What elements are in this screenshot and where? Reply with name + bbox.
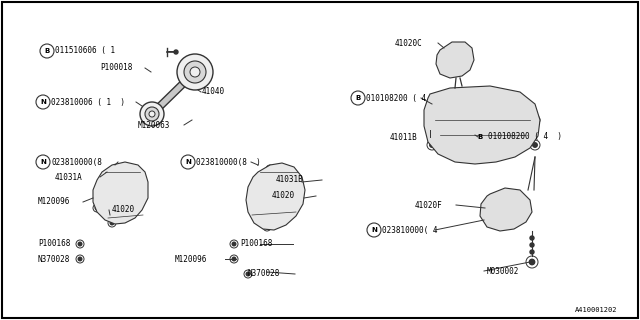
Circle shape [429, 108, 435, 112]
Text: 023810000( 4: 023810000( 4 [382, 226, 438, 235]
Text: 010108200 ( 4  ): 010108200 ( 4 ) [488, 132, 562, 141]
Circle shape [232, 257, 236, 261]
Text: P100168: P100168 [38, 239, 70, 249]
Circle shape [113, 168, 117, 172]
Text: 41020: 41020 [112, 205, 135, 214]
Circle shape [174, 50, 178, 54]
Text: 41011B: 41011B [390, 132, 418, 141]
Circle shape [517, 196, 521, 200]
Text: M120063: M120063 [138, 121, 170, 130]
Circle shape [446, 50, 450, 54]
Circle shape [110, 221, 114, 225]
Circle shape [504, 206, 508, 210]
Circle shape [232, 242, 236, 246]
Circle shape [78, 242, 82, 246]
Text: M120096: M120096 [175, 254, 207, 263]
Circle shape [530, 250, 534, 254]
Circle shape [283, 167, 287, 171]
Text: B: B [355, 95, 360, 101]
Circle shape [184, 61, 206, 83]
Text: N: N [185, 159, 191, 165]
Circle shape [532, 118, 537, 122]
Circle shape [529, 259, 534, 265]
Text: 023810006 ( 1  ): 023810006 ( 1 ) [51, 98, 125, 107]
Text: N: N [40, 159, 46, 165]
Text: 41031A: 41031A [55, 172, 83, 181]
Circle shape [190, 67, 200, 77]
Circle shape [468, 126, 472, 130]
Polygon shape [424, 86, 540, 164]
Polygon shape [480, 188, 532, 231]
Circle shape [145, 107, 159, 121]
Circle shape [509, 126, 511, 130]
Circle shape [268, 167, 272, 171]
Text: 41040: 41040 [202, 87, 225, 97]
Circle shape [95, 206, 99, 210]
Polygon shape [436, 42, 474, 78]
Circle shape [140, 102, 164, 126]
Text: N370028: N370028 [248, 269, 280, 278]
Text: 011510606 ( 1: 011510606 ( 1 [55, 46, 115, 55]
Circle shape [265, 225, 269, 229]
Circle shape [488, 126, 492, 130]
Circle shape [449, 126, 451, 130]
Text: 010108200 ( 4: 010108200 ( 4 [366, 93, 426, 102]
Text: 41020C: 41020C [395, 38, 423, 47]
Text: N: N [40, 99, 46, 105]
Text: B: B [477, 134, 483, 140]
Circle shape [452, 64, 457, 68]
Circle shape [128, 168, 132, 172]
Text: P100168: P100168 [240, 239, 273, 249]
Text: M120096: M120096 [38, 197, 70, 206]
Text: P100018: P100018 [100, 63, 132, 73]
Text: 41020F: 41020F [415, 201, 443, 210]
Text: 023810000(8  ): 023810000(8 ) [196, 157, 260, 166]
Polygon shape [93, 162, 148, 224]
Circle shape [429, 143, 435, 147]
Text: A410001202: A410001202 [575, 307, 618, 313]
Text: 023810000(8: 023810000(8 [51, 157, 102, 166]
Circle shape [177, 54, 213, 90]
Text: N370028: N370028 [38, 254, 70, 263]
Circle shape [149, 111, 155, 117]
Circle shape [532, 143, 537, 147]
Circle shape [246, 272, 250, 276]
Text: 41020: 41020 [272, 191, 295, 201]
Polygon shape [246, 163, 305, 230]
Circle shape [530, 243, 534, 247]
Text: M030002: M030002 [487, 267, 520, 276]
Circle shape [530, 236, 534, 240]
Text: N: N [371, 227, 377, 233]
Circle shape [250, 206, 254, 210]
Circle shape [78, 257, 82, 261]
Text: B: B [44, 48, 50, 54]
Text: 41031B: 41031B [276, 175, 304, 185]
